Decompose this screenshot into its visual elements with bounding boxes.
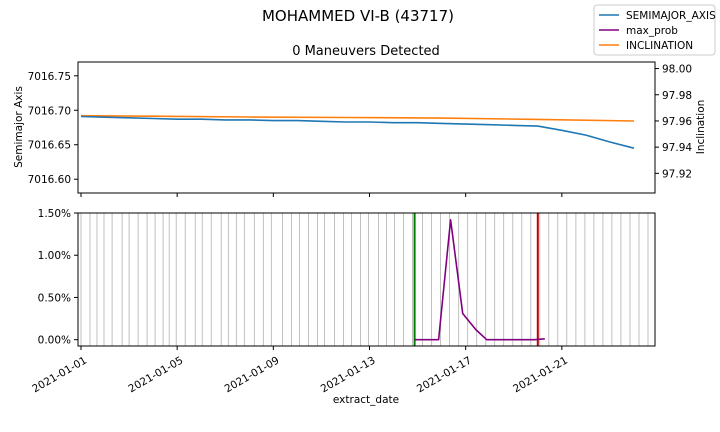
top-y-tick-label: 7016.60: [28, 174, 71, 186]
top-y2-tick-label: 98.00: [662, 64, 692, 76]
bottom-x-tick-label: 2021-01-21: [511, 354, 570, 395]
bottom-x-axis-label: extract_date: [333, 394, 399, 406]
legend-entry-label: max_prob: [626, 25, 678, 37]
bottom-x-tick-label: 2021-01-09: [223, 354, 282, 395]
legend: SEMIMAJOR_AXIS max_prob INCLINATION: [593, 4, 716, 56]
bottom-y-tick-label: 1.50%: [38, 208, 71, 220]
top-y2-tick-label: 97.98: [662, 90, 692, 102]
top-y-tick-label: 7016.70: [28, 105, 71, 117]
semimajor-axis-line: [80, 115, 635, 149]
top-y2-tick-label: 97.92: [662, 168, 692, 180]
max-prob-line: [414, 219, 545, 341]
bottom-x-tick-label: 2021-01-17: [415, 354, 474, 395]
top-y2-tick-label: 97.96: [662, 116, 692, 128]
top-y2-axis-label: Inclination: [695, 100, 707, 155]
bottom-y-tick-label: 0.50%: [38, 292, 71, 304]
bottom-x-tick-label: 2021-01-05: [126, 354, 185, 395]
legend-entry-label: SEMIMAJOR_AXIS: [626, 10, 716, 22]
figure-title: MOHAMMED VI-B (43717): [262, 7, 454, 25]
bottom-y-tick-label: 1.00%: [38, 250, 71, 262]
legend-entry-label: INCLINATION: [626, 40, 693, 52]
top-y-tick-label: 7016.75: [28, 71, 71, 83]
legend-box: [593, 4, 716, 56]
inclination-line: [80, 114, 635, 122]
top-y2-tick-label: 97.94: [662, 142, 692, 154]
bottom-plot-frame: [77, 212, 656, 347]
bottom-x-tick-label: 2021-01-01: [30, 354, 89, 395]
top-plot-title: 0 Maneuvers Detected: [292, 44, 440, 59]
bottom-x-tick-label: 2021-01-13: [319, 354, 378, 395]
top-y-axis-label: Semimajor Axis: [13, 86, 25, 168]
top-plot-frame: [77, 61, 656, 194]
top-y-tick-label: 7016.65: [28, 140, 71, 152]
bottom-y-tick-label: 0.00%: [38, 335, 71, 347]
